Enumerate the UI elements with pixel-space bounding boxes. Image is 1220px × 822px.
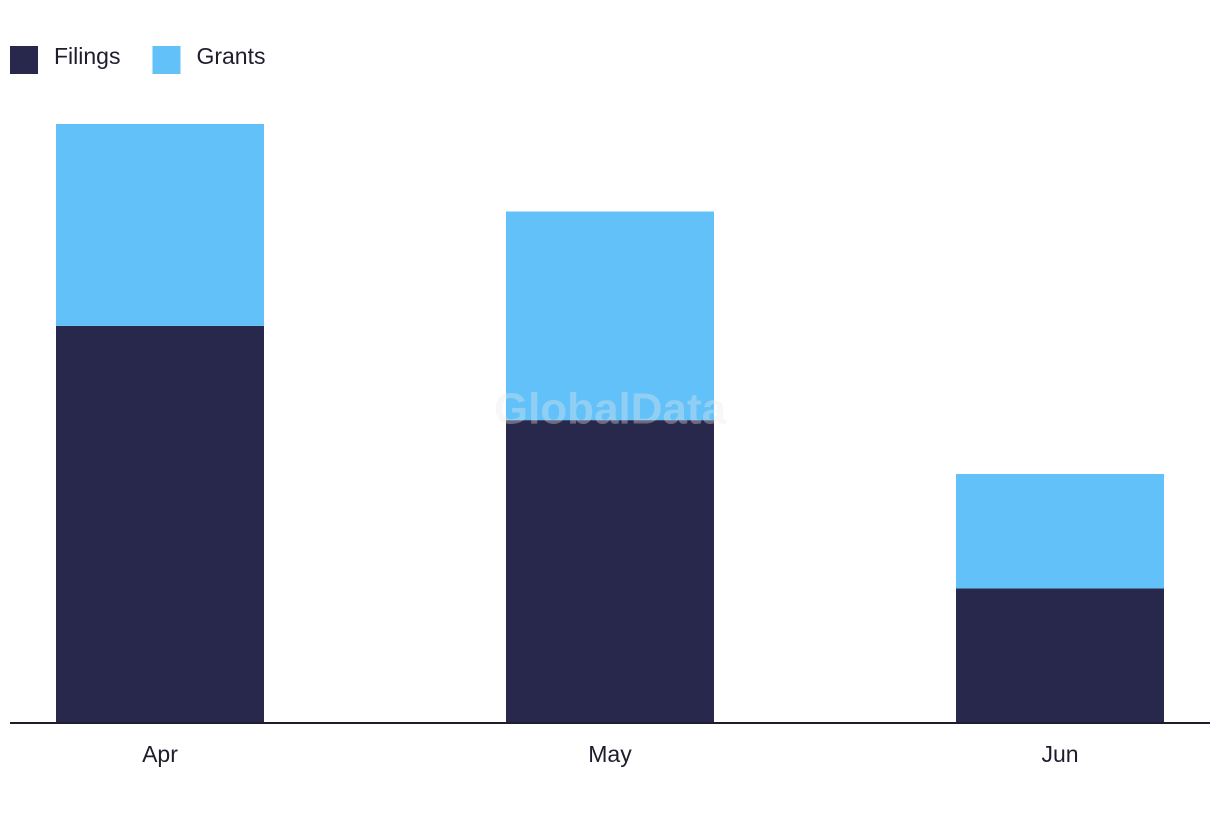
- x-tick-label: Jun: [1041, 741, 1078, 767]
- legend-label: Grants: [196, 43, 265, 69]
- bar-segment: [956, 588, 1164, 723]
- plot-area: [56, 124, 1164, 723]
- legend-label: Filings: [54, 43, 120, 69]
- x-tick-label: May: [588, 741, 632, 767]
- watermark: GlobalData: [494, 385, 727, 434]
- bar-segment: [56, 325, 264, 723]
- legend-swatch: [152, 46, 181, 74]
- legend-swatch: [10, 46, 38, 74]
- x-tick-label: Apr: [142, 741, 178, 767]
- bar-segment: [56, 124, 264, 326]
- bar-segment: [506, 420, 714, 723]
- bar-segment: [506, 211, 714, 421]
- bar-segment: [956, 473, 1164, 589]
